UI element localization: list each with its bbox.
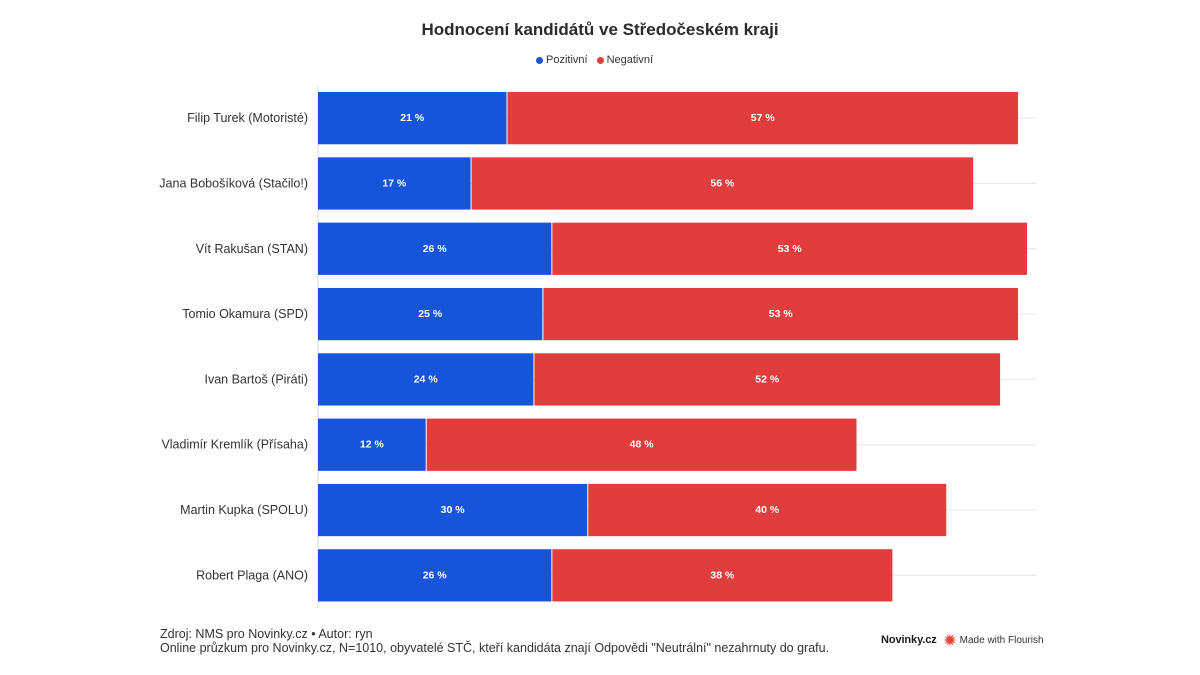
positive-bar <box>318 92 507 145</box>
category-label: Vít Rakušan (STAN) <box>196 242 308 256</box>
chart-title: Hodnocení kandidátů ve Středočeském kraj… <box>421 20 779 39</box>
positive-value-label: 12 % <box>360 439 385 451</box>
negative-bar <box>588 483 947 537</box>
legend-item-negative[interactable]: Negativní <box>596 54 654 66</box>
novinky-logo[interactable]: Novinky.cz <box>881 634 937 646</box>
negative-value-label: 57 % <box>751 112 776 124</box>
legend-label-negative: Negativní <box>606 54 654 66</box>
category-label: Martin Kupka (SPOLU) <box>180 503 308 517</box>
branding: Novinky.cz Made with Flourish <box>881 632 1044 648</box>
positive-bar <box>318 353 534 406</box>
negative-bar <box>552 222 1028 275</box>
negative-value-label: 38 % <box>710 569 735 581</box>
category-label: Filip Turek (Motoristé) <box>187 111 308 125</box>
methodology-note: Online průzkum pro Novinky.cz, N=1010, o… <box>160 641 830 655</box>
positive-bar <box>318 418 426 471</box>
negative-bar <box>471 157 974 210</box>
positive-value-label: 24 % <box>414 373 439 385</box>
positive-value-label: 26 % <box>423 569 448 581</box>
negative-bar <box>543 287 1019 341</box>
negative-value-label: 53 % <box>769 308 794 320</box>
category-label: Jana Bobošíková (Stačilo!) <box>159 176 308 190</box>
positive-value-label: 26 % <box>423 243 448 255</box>
positive-value-label: 17 % <box>382 177 407 189</box>
negative-bar <box>552 549 893 602</box>
negative-bar <box>426 418 857 471</box>
chart-plot: Filip Turek (Motoristé) 21 % 57 % Jana Bobo… <box>159 85 1036 608</box>
positive-bar <box>318 157 471 210</box>
positive-value-label: 21 % <box>400 112 425 124</box>
chart-legend: Pozitivní Negativní <box>536 52 653 68</box>
negative-value-label: 56 % <box>710 177 735 189</box>
legend-label-positive: Pozitivní <box>546 54 588 66</box>
negative-value-label: 40 % <box>755 504 780 516</box>
category-label: Robert Plaga (ANO) <box>196 568 308 582</box>
source-line: Zdroj: NMS pro Novinky.cz • Autor: ryn <box>160 627 373 641</box>
legend-item-positive[interactable]: Pozitivní <box>536 54 588 66</box>
positive-value-label: 25 % <box>418 308 443 320</box>
positive-bar <box>318 222 552 275</box>
positive-bar <box>318 483 588 537</box>
category-label: Tomio Okamura (SPD) <box>182 307 308 321</box>
flourish-logo-icon <box>942 633 957 647</box>
chart-footer: Zdroj: NMS pro Novinky.cz • Autor: ryn O… <box>160 627 829 655</box>
negative-value-label: 53 % <box>778 243 803 255</box>
positive-bar <box>318 287 543 341</box>
negative-value-label: 48 % <box>630 439 655 451</box>
positive-value-label: 30 % <box>441 504 466 516</box>
negative-swatch-icon <box>596 56 604 64</box>
made-with-flourish-label: Made with Flourish <box>959 634 1044 646</box>
negative-bar <box>534 353 1001 406</box>
category-label: Ivan Bartoš (Piráti) <box>204 372 308 386</box>
made-with-flourish-link[interactable]: Made with Flourish <box>942 633 1044 647</box>
positive-swatch-icon <box>536 56 543 64</box>
negative-bar <box>507 92 1019 145</box>
positive-bar <box>318 549 552 602</box>
category-label: Vladimír Kremlík (Přísaha) <box>161 438 308 452</box>
negative-value-label: 52 % <box>755 373 780 385</box>
